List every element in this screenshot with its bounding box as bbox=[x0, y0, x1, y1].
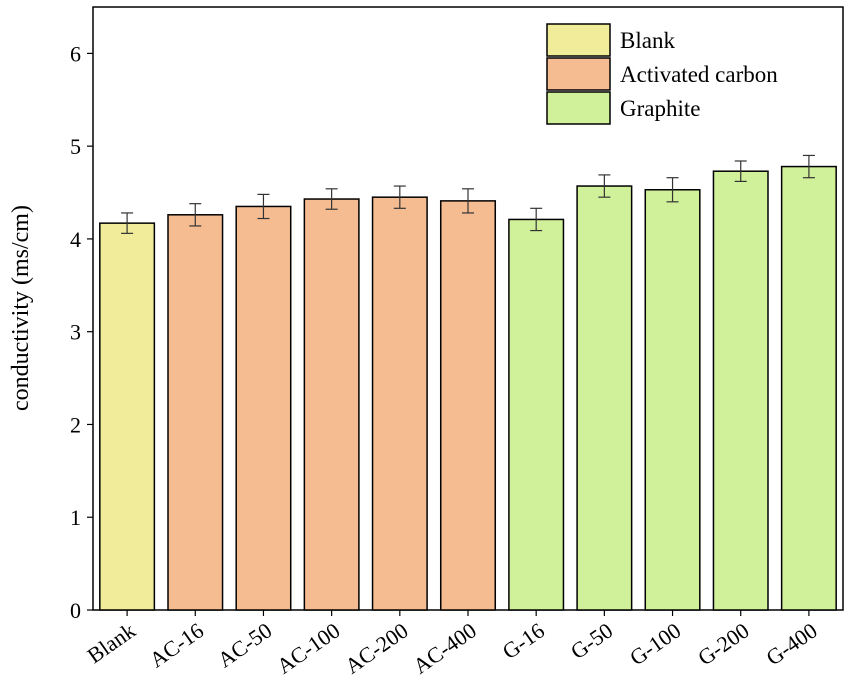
error-bar-g-100 bbox=[666, 177, 679, 203]
y-tick-label: 0 bbox=[70, 598, 81, 623]
bar-ac-16 bbox=[167, 214, 224, 611]
bar-g-100 bbox=[644, 189, 701, 611]
legend-label: Activated carbon bbox=[620, 62, 778, 87]
x-tick-label: G-200 bbox=[693, 618, 753, 671]
bar-ac-100 bbox=[303, 198, 360, 611]
legend-swatch bbox=[546, 91, 611, 125]
bar-g-16 bbox=[508, 218, 565, 611]
bar-ac-200 bbox=[371, 196, 428, 611]
bar-g-400 bbox=[780, 165, 837, 611]
legend-item-blank: Blank bbox=[546, 23, 675, 57]
x-tick-label: G-16 bbox=[498, 618, 549, 664]
bar-g-50 bbox=[576, 185, 633, 611]
bar-blank bbox=[99, 222, 156, 611]
x-tick-label: Blank bbox=[83, 618, 140, 669]
error-bar-g-16 bbox=[530, 207, 543, 232]
legend-swatch bbox=[546, 23, 611, 57]
y-tick-label: 6 bbox=[70, 41, 81, 66]
error-bar-g-200 bbox=[734, 160, 747, 183]
y-axis: 0 1 2 3 4 5 6 bbox=[70, 41, 93, 623]
y-tick-label: 4 bbox=[70, 227, 81, 252]
x-tick-label: AC-400 bbox=[408, 618, 480, 679]
legend-label: Blank bbox=[620, 28, 675, 53]
y-tick-label: 1 bbox=[70, 505, 81, 530]
y-tick-label: 2 bbox=[70, 412, 81, 437]
x-tick-label: AC-100 bbox=[272, 618, 344, 679]
x-tick-label: G-100 bbox=[625, 618, 685, 671]
legend: Blank Activated carbon Graphite bbox=[546, 23, 778, 125]
error-bars-layer bbox=[121, 154, 815, 234]
x-tick-label: AC-16 bbox=[145, 618, 208, 673]
x-tick-label: G-400 bbox=[761, 618, 821, 671]
legend-item-activated-carbon: Activated carbon bbox=[546, 57, 778, 91]
legend-item-graphite: Graphite bbox=[546, 91, 700, 125]
error-bar-ac-200 bbox=[393, 185, 406, 209]
error-bar-ac-100 bbox=[325, 188, 338, 210]
y-tick-label: 5 bbox=[70, 134, 81, 159]
x-tick-label: AC-50 bbox=[213, 618, 276, 673]
bars-layer bbox=[99, 165, 837, 611]
error-bar-ac-400 bbox=[462, 188, 474, 214]
legend-label: Graphite bbox=[620, 96, 700, 121]
error-bar-g-400 bbox=[802, 154, 815, 179]
x-tick-label: AC-200 bbox=[340, 618, 412, 679]
bar-g-200 bbox=[712, 170, 769, 611]
y-axis-title: conductivity (ms/cm) bbox=[8, 205, 34, 411]
bar-ac-50 bbox=[235, 205, 292, 611]
y-tick-label: 3 bbox=[70, 320, 81, 345]
legend-swatch bbox=[546, 57, 611, 91]
error-bar-ac-50 bbox=[257, 193, 270, 220]
x-tick-label: G-50 bbox=[566, 618, 617, 664]
error-bar-blank bbox=[121, 212, 134, 234]
error-bar-g-50 bbox=[598, 174, 611, 198]
error-bar-ac-16 bbox=[189, 203, 202, 227]
bar-ac-400 bbox=[439, 200, 497, 611]
